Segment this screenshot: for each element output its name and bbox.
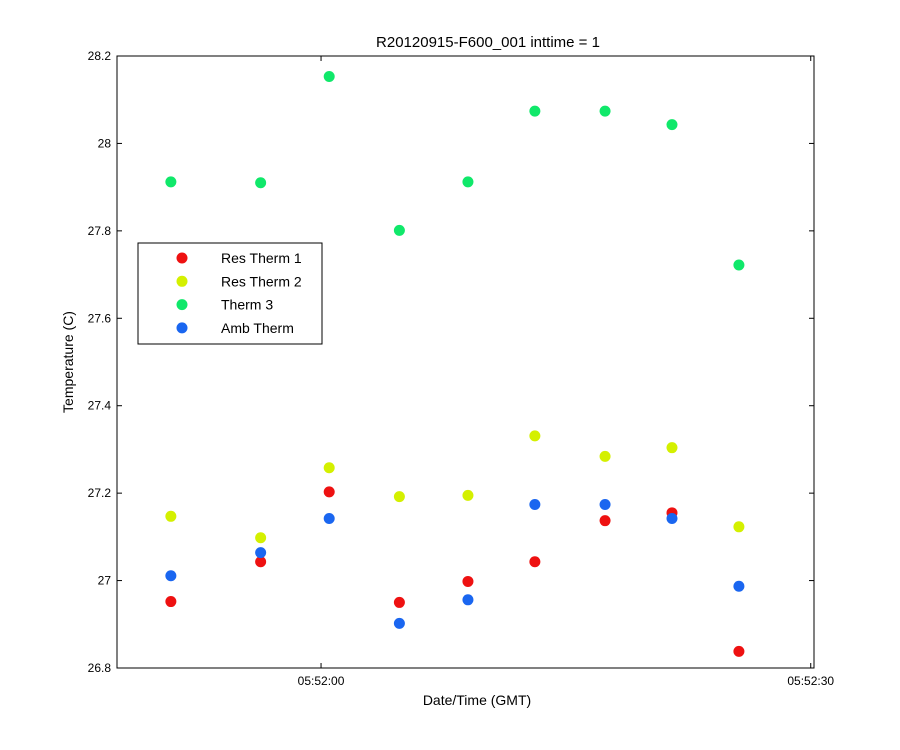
data-point-res-therm-1: [529, 556, 541, 568]
y-tick-label: 26.8: [88, 661, 112, 675]
y-tick-label: 27.6: [88, 311, 112, 325]
legend-box: [137, 242, 323, 345]
data-point-therm-3: [165, 176, 177, 188]
data-point-amb-therm: [529, 499, 541, 511]
data-point-amb-therm: [599, 499, 611, 511]
data-point-therm-3: [255, 177, 267, 189]
legend: Res Therm 1 Res Therm 2 Therm 3 Amb Therm: [137, 242, 323, 345]
data-point-res-therm-2: [733, 521, 745, 533]
data-point-res-therm-2: [599, 450, 611, 462]
data-point-therm-3: [666, 119, 678, 131]
plot-area: [116, 55, 815, 669]
data-point-res-therm-1: [599, 515, 611, 527]
legend-label: Therm 3: [221, 297, 273, 313]
legend-marker: [176, 252, 188, 264]
data-point-therm-3: [733, 259, 745, 271]
y-tick-label: 27.2: [88, 486, 112, 500]
data-point-therm-3: [462, 176, 474, 188]
legend-marker: [176, 322, 188, 334]
x-tick-label: 05:52:00: [298, 674, 345, 688]
data-point-amb-therm: [165, 570, 177, 582]
data-point-amb-therm: [462, 594, 474, 606]
y-axis: 26.8 27 27.2 27.4 27.6 27.8 28 28.2: [88, 49, 814, 675]
legend-label: Res Therm 1: [221, 250, 302, 266]
data-point-res-therm-2: [529, 430, 541, 442]
data-point-therm-3: [323, 71, 335, 83]
legend-label: Amb Therm: [221, 320, 294, 336]
data-point-amb-therm: [666, 512, 678, 524]
data-point-therm-3: [599, 105, 611, 117]
data-point-therm-3: [393, 224, 405, 236]
legend-marker: [176, 275, 188, 287]
data-point-res-therm-2: [393, 491, 405, 503]
data-point-therm-3: [529, 105, 541, 117]
data-point-res-therm-1: [323, 486, 335, 498]
legend-marker: [176, 299, 188, 311]
data-point-res-therm-2: [255, 532, 267, 544]
data-point-res-therm-2: [165, 510, 177, 522]
data-point-res-therm-1: [255, 556, 267, 568]
data-point-res-therm-2: [462, 489, 474, 501]
y-tick-label: 27: [98, 574, 112, 588]
x-axis-label: Date/Time (GMT): [423, 692, 531, 708]
data-point-res-therm-2: [666, 442, 678, 454]
data-point-amb-therm: [255, 547, 267, 559]
data-point-amb-therm: [393, 617, 405, 629]
y-tick-label: 28: [98, 136, 112, 150]
y-axis-label: Temperature (C): [60, 311, 76, 413]
x-tick-label: 05:52:30: [787, 674, 834, 688]
y-tick-label: 28.2: [88, 49, 112, 63]
data-point-res-therm-1: [393, 596, 405, 608]
data-point-res-therm-1: [165, 596, 177, 608]
y-tick-label: 27.4: [88, 399, 112, 413]
y-tick-label: 27.8: [88, 224, 112, 238]
x-axis: 05:52:00 05:52:30: [298, 56, 834, 688]
data-point-amb-therm: [323, 512, 335, 524]
data-point-res-therm-1: [733, 645, 745, 657]
data-points: [165, 71, 745, 657]
legend-label: Res Therm 2: [221, 273, 302, 289]
data-point-amb-therm: [733, 580, 745, 592]
data-point-res-therm-1: [462, 575, 474, 587]
chart-title: R20120915-F600_001 inttime = 1: [376, 34, 600, 51]
data-point-res-therm-2: [323, 462, 335, 474]
